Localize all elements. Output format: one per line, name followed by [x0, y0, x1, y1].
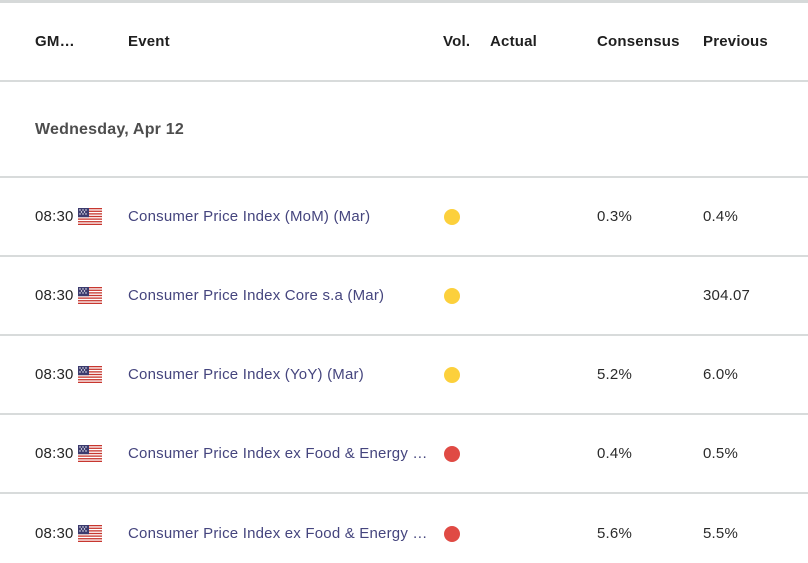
consensus-value: 5.2%	[597, 366, 632, 383]
table-header-row: GM… Event Vol. Actual Consensus Previous	[0, 3, 808, 82]
date-section-row: Wednesday, Apr 12	[0, 82, 808, 178]
volatility-dot	[444, 445, 460, 462]
event-row[interactable]: 08:30 Consumer Price Index (YoY) (Mar) 5…	[0, 336, 808, 415]
event-row[interactable]: 08:30 Consumer Price Index Core s.a (Mar…	[0, 257, 808, 336]
previous-value: 0.4%	[703, 208, 738, 225]
us-flag-icon	[77, 366, 102, 383]
volatility-dot	[444, 366, 460, 383]
event-row[interactable]: 08:30 Consumer Price Index ex Food & Ene…	[0, 494, 808, 563]
column-header-vol: Vol.	[443, 33, 471, 50]
us-flag-icon	[77, 287, 102, 304]
previous-value: 5.5%	[703, 525, 738, 542]
event-time: 08:30	[35, 525, 74, 542]
event-name-link[interactable]: Consumer Price Index ex Food & Energy …	[128, 444, 428, 462]
column-header-event: Event	[128, 33, 170, 50]
volatility-dot	[444, 208, 460, 225]
event-time: 08:30	[35, 287, 74, 304]
date-section-label: Wednesday, Apr 12	[35, 121, 184, 138]
event-row[interactable]: 08:30 Consumer Price Index (MoM) (Mar) 0…	[0, 178, 808, 257]
previous-value: 6.0%	[703, 366, 738, 383]
event-row[interactable]: 08:30 Consumer Price Index ex Food & Ene…	[0, 415, 808, 494]
column-header-consensus: Consensus	[597, 33, 680, 50]
us-flag-icon	[77, 445, 102, 462]
event-name-link[interactable]: Consumer Price Index (YoY) (Mar)	[128, 365, 364, 383]
event-time: 08:30	[35, 208, 74, 225]
event-time: 08:30	[35, 366, 74, 383]
event-name-link[interactable]: Consumer Price Index Core s.a (Mar)	[128, 286, 385, 304]
volatility-dot	[444, 287, 460, 304]
event-time: 08:30	[35, 445, 74, 462]
volatility-dot	[444, 525, 460, 542]
event-name-link[interactable]: Consumer Price Index ex Food & Energy …	[128, 524, 428, 542]
column-header-actual: Actual	[490, 33, 538, 50]
column-header-gmt: GM…	[35, 33, 75, 50]
us-flag-icon	[77, 525, 102, 542]
column-header-previous: Previous	[703, 33, 768, 50]
previous-value: 304.07	[703, 287, 751, 304]
us-flag-icon	[77, 208, 102, 225]
previous-value: 0.5%	[703, 445, 738, 462]
consensus-value: 5.6%	[597, 525, 632, 542]
consensus-value: 0.3%	[597, 208, 632, 225]
event-name-link[interactable]: Consumer Price Index (MoM) (Mar)	[128, 207, 371, 225]
consensus-value: 0.4%	[597, 445, 632, 462]
